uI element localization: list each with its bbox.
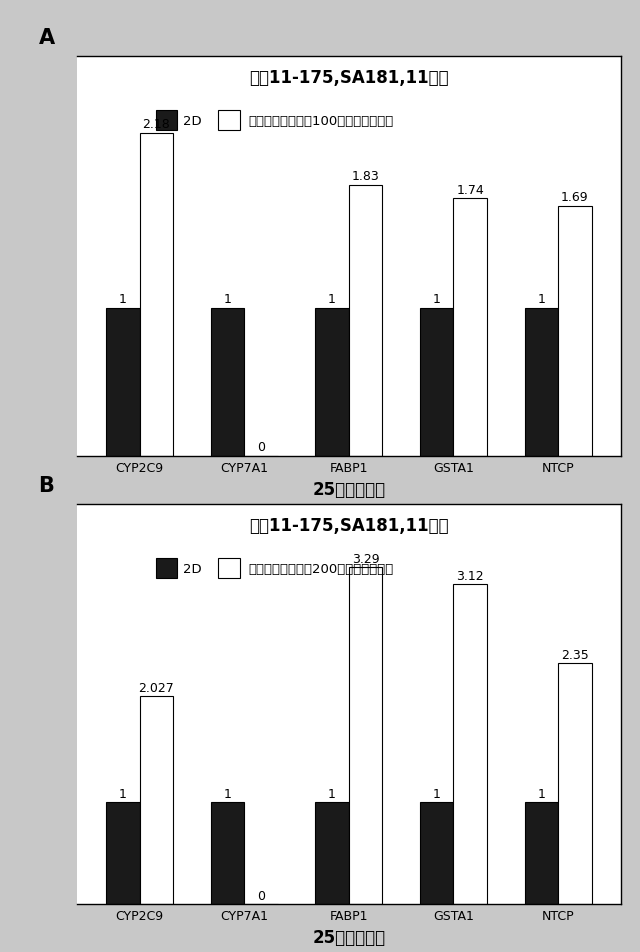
Bar [558, 207, 591, 457]
Text: 実验11-175,SA181,11日目: 実验11-175,SA181,11日目 [249, 69, 449, 87]
Text: A: A [38, 28, 54, 48]
Bar [453, 199, 487, 457]
Bar [106, 308, 140, 457]
Text: 1: 1 [119, 293, 127, 306]
X-axis label: 25日目に分析: 25日目に分析 [312, 928, 385, 945]
Text: 3.29: 3.29 [352, 552, 380, 565]
Text: 2D: 2D [183, 114, 202, 128]
Text: 1: 1 [328, 787, 336, 800]
Bar [525, 308, 558, 457]
Bar [349, 567, 382, 904]
Bar [420, 802, 453, 904]
FancyBboxPatch shape [218, 111, 240, 131]
Text: 1: 1 [433, 787, 440, 800]
Bar [420, 308, 453, 457]
Bar [211, 308, 244, 457]
Text: 1: 1 [223, 293, 232, 306]
Text: 1: 1 [433, 293, 440, 306]
Text: B: B [38, 475, 54, 495]
Text: 播種した凝集体，200凝集体／ウェル: 播種した凝集体，200凝集体／ウェル [248, 562, 394, 575]
Text: 2.027: 2.027 [138, 682, 174, 695]
Bar [316, 802, 349, 904]
Text: 1: 1 [538, 787, 545, 800]
Text: 2.18: 2.18 [143, 118, 170, 131]
Text: 1: 1 [328, 293, 336, 306]
FancyBboxPatch shape [156, 559, 177, 579]
Text: 1: 1 [119, 787, 127, 800]
Text: 0: 0 [257, 441, 265, 454]
Text: 1.83: 1.83 [351, 170, 380, 183]
Text: 1: 1 [223, 787, 232, 800]
Text: 2.35: 2.35 [561, 648, 589, 662]
Bar [106, 802, 140, 904]
Text: 2D: 2D [183, 562, 202, 575]
Text: 0: 0 [257, 889, 265, 902]
FancyBboxPatch shape [156, 111, 177, 131]
Bar [316, 308, 349, 457]
Bar [525, 802, 558, 904]
Text: 1: 1 [538, 293, 545, 306]
Bar [140, 697, 173, 904]
Text: 播種した凝集体，100凝集体／ウェル: 播種した凝集体，100凝集体／ウェル [248, 114, 394, 128]
Bar [140, 134, 173, 457]
FancyBboxPatch shape [218, 559, 240, 579]
X-axis label: 25日目に分析: 25日目に分析 [312, 481, 385, 498]
Text: 3.12: 3.12 [456, 569, 484, 583]
Text: 1.69: 1.69 [561, 190, 589, 204]
Bar [453, 585, 487, 904]
Bar [349, 186, 382, 457]
Text: 実验11-175,SA181,11日目: 実验11-175,SA181,11日目 [249, 517, 449, 534]
Text: 1.74: 1.74 [456, 184, 484, 196]
Bar [558, 664, 591, 904]
Bar [211, 802, 244, 904]
